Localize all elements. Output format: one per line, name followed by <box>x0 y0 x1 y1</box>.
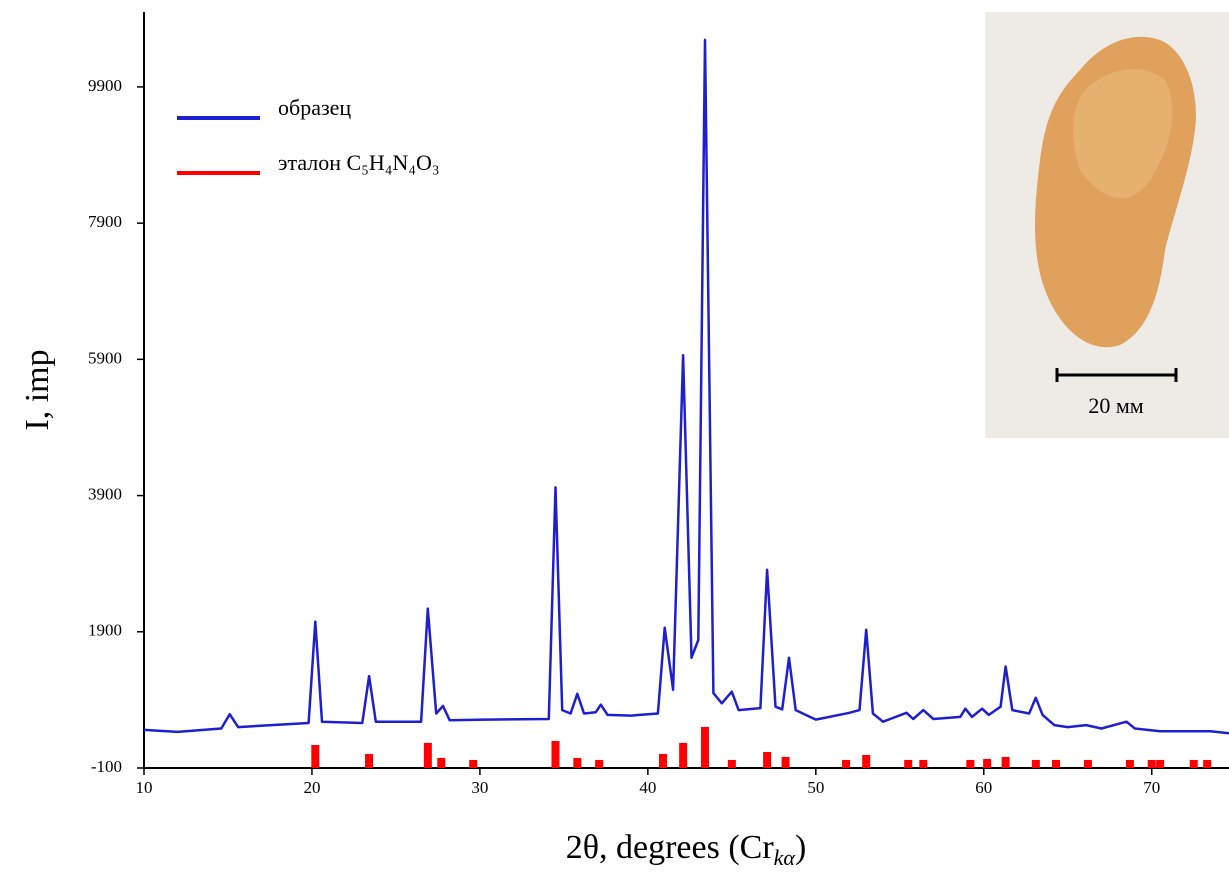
reference-bar <box>469 759 478 768</box>
x-tick-label: 20 <box>303 778 320 797</box>
reference-bar <box>983 759 992 768</box>
x-axis-label-end: ) <box>795 829 806 866</box>
reference-bar <box>1189 759 1198 768</box>
x-axis-label-main: 2θ, degrees (Cr <box>566 829 775 866</box>
reference-bar <box>551 740 560 768</box>
legend-label: образец <box>278 95 351 120</box>
reference-bar <box>1125 759 1134 768</box>
photo-highlight <box>1073 69 1173 199</box>
x-tick-label: 40 <box>639 778 656 797</box>
reference-bar <box>862 754 871 768</box>
x-tick-label: 70 <box>1143 778 1160 797</box>
reference-bar <box>1052 759 1061 768</box>
reference-bar <box>595 759 604 768</box>
reference-bar <box>1083 759 1092 768</box>
x-tick-label: 10 <box>136 778 153 797</box>
reference-bar <box>437 757 446 768</box>
reference-bar <box>1203 759 1212 768</box>
scale-label: 20 мм <box>1088 393 1143 418</box>
reference-bar <box>1001 756 1010 768</box>
y-axis-label: I, imp <box>19 349 56 430</box>
x-tick-label: 60 <box>975 778 992 797</box>
reference-bar <box>1147 759 1156 768</box>
y-tick-label: 7900 <box>88 212 122 231</box>
y-tick-label: 9900 <box>88 76 122 95</box>
reference-bar <box>904 759 913 768</box>
x-tick-label: 50 <box>807 778 824 797</box>
sample-line <box>143 38 1229 735</box>
y-tick-label: 1900 <box>88 621 122 640</box>
reference-bar <box>679 742 688 768</box>
reference-bar <box>763 751 772 768</box>
inset-photo: 20 мм <box>985 12 1229 438</box>
reference-bar <box>842 759 851 768</box>
reference-bar <box>658 753 667 768</box>
reference-bar <box>1031 759 1040 768</box>
reference-bar <box>700 726 709 768</box>
reference-bar <box>573 757 582 768</box>
reference-bar <box>311 744 320 768</box>
reference-bar <box>365 753 374 768</box>
reference-bar <box>966 759 975 768</box>
reference-bar <box>727 759 736 768</box>
reference-bar <box>423 742 432 768</box>
y-tick-label: -100 <box>91 757 122 776</box>
reference-bar <box>781 756 790 768</box>
x-tick-label: 30 <box>471 778 488 797</box>
y-tick-label: 5900 <box>88 348 122 367</box>
x-axis-label-subscript: kα <box>774 845 796 870</box>
legend-label: эталон C₅H₄N₄O₃ <box>278 150 440 175</box>
reference-bar <box>1156 759 1165 768</box>
reference-bar <box>919 759 928 768</box>
y-tick-label: 3900 <box>88 484 122 503</box>
x-axis-label: 2θ, degrees (Crkα) <box>566 829 807 870</box>
